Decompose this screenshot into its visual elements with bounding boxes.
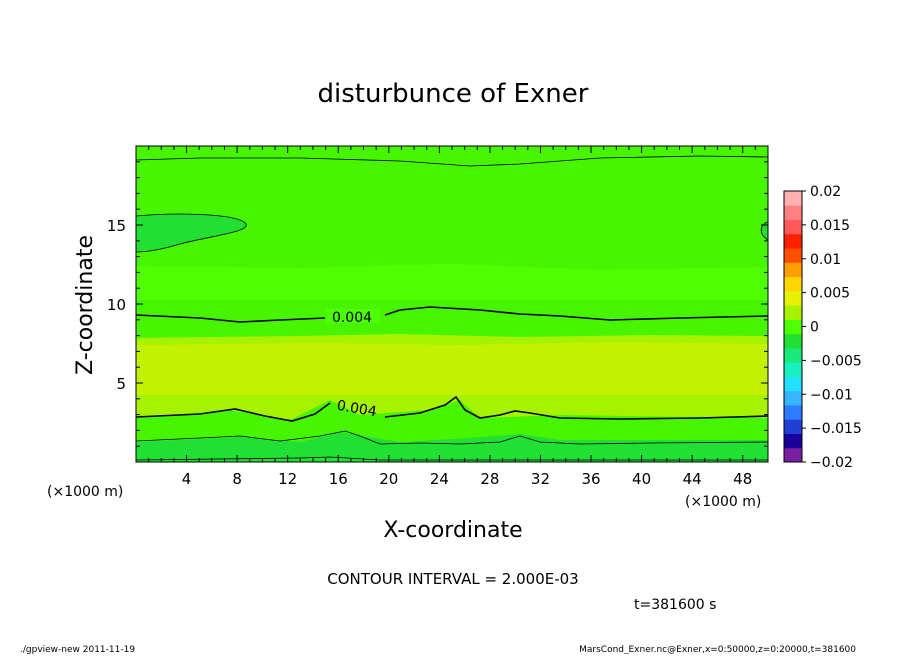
x-axis: 4 8 12 16 20 24 28 32 36 40 44 48: [148, 146, 756, 488]
y-axis-label: Z-coordinate: [73, 235, 98, 375]
band-lower-deep: [136, 432, 768, 462]
colorbar-segment: [784, 404, 802, 420]
x-tick-label: 36: [581, 470, 600, 488]
x-axis-label: X-coordinate: [383, 518, 522, 543]
colorbar-tick-label: −0.01: [810, 387, 853, 403]
contour-label-bg-upper: [326, 309, 380, 323]
colorbar-segment: [784, 219, 802, 235]
band-light-yellow-green: [136, 342, 768, 395]
colorbar-segment: [784, 362, 802, 377]
contour-line-lower: [135, 430, 769, 445]
x-tick-label: 4: [182, 470, 192, 488]
plot-area: 0.004 0.004: [135, 145, 769, 463]
colorbar-segment: [784, 319, 802, 335]
x-tick-label: 48: [733, 470, 752, 488]
colorbar-segment: [784, 305, 802, 320]
colorbar-tick-label: 0: [810, 320, 819, 336]
colorbar-segment: [784, 433, 802, 449]
contour-blob-upper-left: [135, 213, 247, 253]
time-text: t=381600 s: [634, 597, 716, 613]
colorbar-tick-label: 0.01: [810, 252, 841, 268]
x-tick-label: 40: [632, 470, 651, 488]
colorbar-tick-label: 0.005: [810, 286, 850, 302]
colorbar-segment: [784, 390, 802, 406]
colorbar-segment: [784, 248, 802, 263]
x-tick-label: 44: [683, 470, 702, 488]
contour-line-top: [135, 155, 769, 167]
contour-line-0004-upper-b: [384, 306, 769, 321]
x-tick-label: 20: [379, 470, 398, 488]
colorbar-segment: [784, 205, 802, 221]
colorbar-segment: [784, 333, 802, 349]
colorbar-segment: [784, 262, 802, 278]
colorbar: 0.02 0.015 0.01 0.005 0 −0.005 −0.01 −0.015 −0.0…: [783, 184, 862, 471]
colorbar-segment: [784, 376, 802, 392]
contour-line-0004-lower-b: [384, 395, 769, 420]
y-tick-label: 5: [116, 375, 126, 393]
colorbar-segment: [784, 419, 802, 434]
contour-line-0004-lower-a: [135, 402, 331, 422]
y-axis: 5 10 15: [107, 161, 768, 447]
x-axis-unit-left: (×1000 m): [47, 484, 123, 500]
contour-interval-text: CONTOUR INTERVAL = 2.000E-03: [327, 570, 578, 588]
y-tick-label: 10: [107, 296, 126, 314]
colorbar-segment: [784, 290, 802, 306]
colorbar-segment: [784, 447, 802, 463]
colorbar-tick-label: −0.005: [810, 353, 862, 369]
chart-title: disturbunce of Exner: [318, 79, 589, 109]
colorbar-segment: [784, 191, 802, 206]
colorbar-tick-label: 0.02: [810, 184, 841, 200]
x-tick-label: 32: [531, 470, 550, 488]
y-tick-label: 15: [107, 217, 126, 235]
footer-left: ./gpview-new 2011-11-19: [20, 645, 135, 654]
contour-label-lower: 0.004: [336, 398, 378, 421]
colorbar-segment: [784, 233, 802, 249]
footer-right: MarsCond_Exner.nc@Exner,x=0:50000,z=0:20…: [579, 645, 856, 654]
contour-line-bottom: [135, 456, 768, 461]
colorbar-tick-label: −0.015: [810, 421, 862, 437]
contour-line-0004-upper-a: [135, 314, 326, 323]
colorbar-tick-label: 0.015: [810, 218, 850, 234]
x-tick-label: 8: [232, 470, 242, 488]
x-axis-unit-right: (×1000 m): [685, 494, 761, 510]
x-tick-label: 24: [430, 470, 449, 488]
colorbar-segment: [784, 347, 802, 363]
colorbar-tick-label: −0.02: [810, 455, 853, 471]
band-upper-light: [136, 264, 768, 300]
contour-label-upper: 0.004: [332, 310, 372, 326]
colorbar-segment: [784, 276, 802, 292]
x-tick-label: 12: [278, 470, 297, 488]
x-tick-label: 28: [480, 470, 499, 488]
x-tick-label: 16: [329, 470, 348, 488]
